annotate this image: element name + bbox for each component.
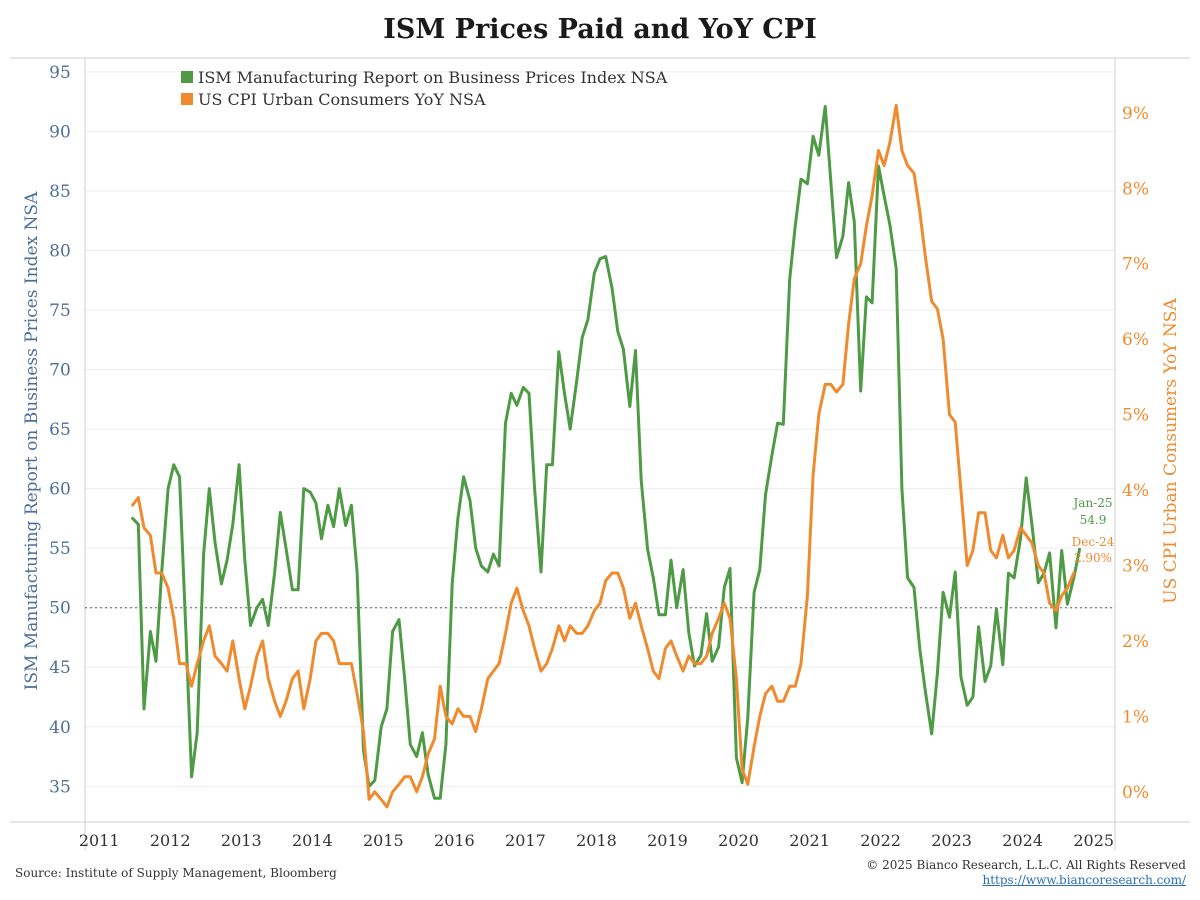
right-axis-tick-label: 1%: [1122, 707, 1149, 727]
right-axis-tick-label: 4%: [1122, 481, 1149, 501]
left-axis-tick-label: 85: [49, 182, 71, 202]
axes: 35 40 45 50 55 60 65 70 75 80 85 90 95 0% 1% 2% 3% 4% 5% 6%…: [22, 63, 1181, 850]
x-axis-tick-label: 2021: [789, 831, 830, 850]
right-axis-tick-label: 5%: [1122, 406, 1149, 426]
x-axis-tick-label: 2018: [576, 831, 617, 850]
left-axis-tick-label: 50: [49, 599, 71, 619]
left-axis-tick-label: 55: [49, 539, 71, 559]
left-axis-tick-label: 40: [49, 718, 71, 738]
right-axis-tick-label: 2%: [1122, 632, 1149, 652]
legend-label-ism: ISM Manufacturing Report on Business Pri…: [198, 68, 668, 87]
plot-frame: [10, 57, 1190, 850]
x-axis-tick-label: 2025: [1073, 831, 1114, 850]
x-axis-tick-label: 2011: [79, 831, 120, 850]
ism-last-value: 54.9: [1080, 513, 1107, 527]
series-line-ism: [131, 104, 1081, 800]
left-axis-tick-label: 95: [49, 63, 71, 83]
x-axis-tick-label: 2015: [363, 831, 404, 850]
right-axis-tick-label: 6%: [1122, 330, 1149, 350]
x-axis-tick-label: 2014: [292, 831, 333, 850]
chart-title: ISM Prices Paid and YoY CPI: [383, 14, 817, 45]
x-axis-tick-label: 2016: [434, 831, 475, 850]
right-axis-tick-label: 3%: [1122, 556, 1149, 576]
cpi-last-value: 2.90%: [1074, 551, 1112, 565]
legend-label-cpi: US CPI Urban Consumers YoY NSA: [198, 90, 486, 109]
left-axis-title: ISM Manufacturing Report on Business Pri…: [22, 191, 42, 690]
series-line-cpi: [131, 103, 1076, 809]
x-axis-tick-label: 2019: [647, 831, 688, 850]
left-axis-tick-label: 35: [49, 777, 71, 797]
x-axis-tick-label: 2012: [150, 831, 191, 850]
legend-swatch-cpi: [181, 93, 193, 105]
x-axis-tick-label: 2023: [931, 831, 972, 850]
left-axis-tick-label: 90: [49, 122, 71, 142]
ism-last-date: Jan-25: [1071, 496, 1112, 510]
x-axis-tick-label: 2017: [505, 831, 546, 850]
left-axis-tick-label: 45: [49, 658, 71, 678]
legend: ISM Manufacturing Report on Business Pri…: [181, 68, 668, 109]
left-axis-tick-label: 70: [49, 361, 71, 381]
right-axis-tick-label: 8%: [1122, 179, 1149, 199]
x-axis-tick-label: 2024: [1002, 831, 1043, 850]
copyright-note: © 2025 Bianco Research, L.L.C. All Right…: [866, 858, 1186, 872]
source-note: Source: Institute of Supply Management, …: [15, 866, 337, 880]
series-layer: [131, 103, 1081, 809]
left-axis-tick-label: 80: [49, 242, 71, 262]
right-axis-tick-label: 9%: [1122, 104, 1149, 124]
end-annotations: Jan-25 54.9 Dec-24 2.90%: [1071, 496, 1114, 565]
right-axis-tick-label: 0%: [1122, 783, 1149, 803]
x-axis-tick-label: 2020: [718, 831, 759, 850]
legend-swatch-ism: [181, 71, 193, 83]
x-axis-tick-label: 2022: [860, 831, 901, 850]
right-axis-title: US CPI Urban Consumers YoY NSA: [1161, 298, 1181, 604]
source-link[interactable]: https://www.biancoresearch.com/: [982, 873, 1186, 887]
left-axis-tick-label: 65: [49, 420, 71, 440]
right-axis-tick-label: 7%: [1122, 255, 1149, 275]
left-axis-tick-label: 60: [49, 480, 71, 500]
gridlines: [85, 71, 1115, 787]
cpi-last-date: Dec-24: [1072, 535, 1115, 549]
left-axis-tick-label: 75: [49, 301, 71, 321]
x-axis-tick-label: 2013: [221, 831, 262, 850]
